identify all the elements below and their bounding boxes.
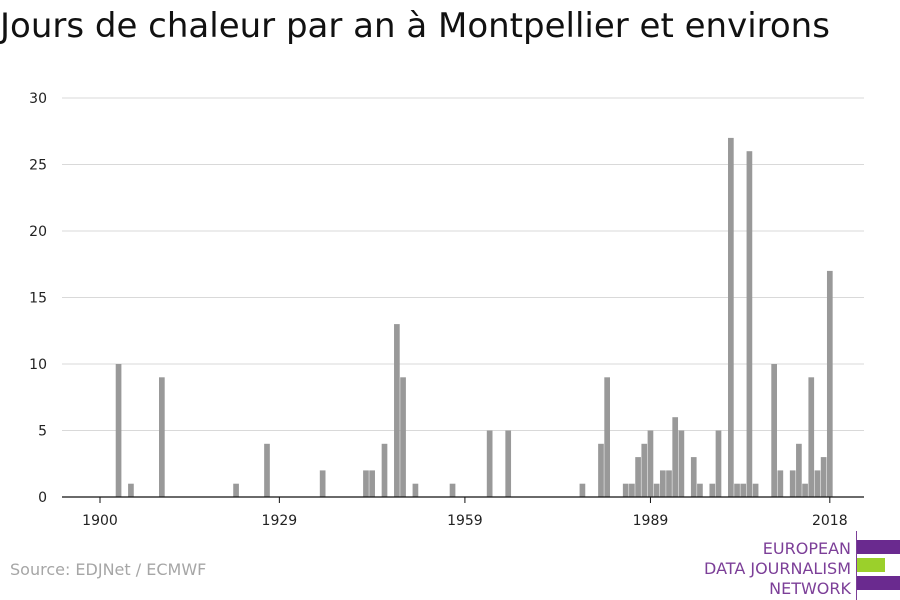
chart-title: Jours de chaleur par an à Montpellier et…: [0, 6, 830, 46]
bar: [814, 470, 821, 497]
bars: [115, 137, 833, 497]
logo-line-1: EUROPEAN: [762, 539, 851, 558]
bar: [598, 443, 604, 497]
logo-bar-purple-bottom: [857, 576, 900, 590]
bar: [449, 483, 456, 497]
bar: [264, 443, 270, 497]
y-tick-label: 25: [29, 158, 47, 174]
bar: [233, 483, 239, 497]
bar: [826, 270, 833, 497]
bar: [400, 377, 406, 497]
grid-lines: [62, 97, 864, 431]
bar: [319, 470, 326, 497]
bar: [796, 443, 802, 497]
bar: [752, 483, 759, 497]
bar: [505, 430, 512, 497]
y-tick-label: 5: [38, 424, 47, 440]
logo-bar-green: [857, 558, 885, 572]
bar: [740, 483, 747, 497]
bar: [653, 483, 660, 497]
y-tick-label: 0: [38, 490, 47, 506]
bar: [820, 457, 827, 497]
y-tick-labels: 0 5 10 15 20 25 30: [29, 91, 47, 506]
bar: [647, 430, 654, 497]
bar: [777, 470, 784, 497]
bar: [678, 430, 685, 497]
logo-text: EUROPEAN DATA JOURNALISM NETWORK: [704, 539, 851, 599]
bar: [381, 443, 388, 497]
bar: [734, 483, 740, 497]
bar: [579, 483, 586, 497]
bar: [635, 457, 641, 497]
bar: [746, 151, 753, 497]
bar: [629, 483, 635, 497]
bar: [771, 364, 777, 497]
bar: [363, 470, 369, 497]
x-tick-label: 1929: [262, 513, 298, 529]
axes: [62, 496, 864, 503]
bar: [159, 377, 165, 497]
bar: [622, 483, 629, 497]
bar: [672, 417, 679, 497]
heat-days-chart: 0 5 10 15 20 25 30 1900 1929 1959 1989 2018: [29, 91, 864, 529]
bar: [697, 483, 703, 497]
bar: [808, 377, 815, 497]
logo-line-2: DATA JOURNALISM: [704, 559, 851, 578]
bar: [369, 470, 375, 497]
bar: [604, 377, 611, 497]
bar: [641, 443, 648, 497]
y-tick-label: 20: [29, 224, 47, 240]
y-tick-label: 15: [29, 291, 47, 307]
edjnet-logo: EUROPEAN DATA JOURNALISM NETWORK: [700, 531, 900, 600]
bar: [715, 430, 722, 497]
bar: [128, 483, 134, 497]
bar: [802, 483, 808, 497]
source-note: Source: EDJNet / ECMWF: [10, 560, 207, 579]
bar: [690, 457, 697, 497]
logo-line-3: NETWORK: [769, 579, 851, 598]
x-tick-label: 2018: [812, 513, 848, 529]
bar: [394, 324, 400, 497]
logo-divider: [856, 531, 857, 600]
x-tick-label: 1989: [633, 513, 669, 529]
bar: [486, 430, 493, 497]
logo-bar-purple-top: [857, 540, 900, 554]
bar: [659, 470, 666, 497]
bar: [666, 470, 672, 497]
x-tick-label: 1900: [82, 513, 118, 529]
bar: [728, 137, 734, 497]
x-tick-labels: 1900 1929 1959 1989 2018: [82, 513, 847, 529]
bar: [709, 483, 716, 497]
y-tick-label: 30: [29, 91, 47, 107]
bar: [412, 483, 419, 497]
y-tick-label: 10: [29, 357, 47, 373]
bar: [789, 470, 796, 497]
x-tick-label: 1959: [447, 513, 483, 529]
bar: [115, 364, 122, 497]
